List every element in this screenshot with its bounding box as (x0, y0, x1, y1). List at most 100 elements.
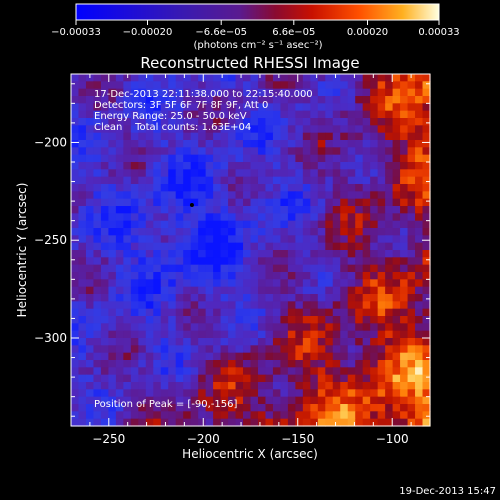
heatmap-cell (130, 140, 139, 148)
heatmap-cell (400, 140, 409, 148)
heatmap-cell (265, 367, 274, 376)
heatmap-cell (257, 88, 267, 97)
heatmap-cell (85, 301, 95, 310)
heatmap-cell (85, 352, 95, 361)
heatmap-cell (228, 257, 237, 266)
heatmap-cell (355, 330, 364, 339)
heatmap-cell (213, 301, 222, 310)
heatmap-cell (78, 301, 87, 310)
heatmap-cell (317, 206, 326, 214)
heatmap-cell (130, 81, 139, 90)
heatmap-cell (302, 404, 311, 412)
heatmap-cell (265, 96, 274, 104)
heatmap-cell (377, 411, 386, 420)
heatmap-cell (295, 396, 304, 405)
heatmap-cell (85, 132, 95, 141)
heatmap-cell (85, 279, 95, 288)
heatmap-cell (130, 389, 139, 398)
heatmap-cell (280, 367, 289, 376)
heatmap-cell (332, 154, 341, 163)
heatmap-cell (205, 411, 214, 420)
heatmap-cell (400, 360, 409, 368)
heatmap-cell (71, 169, 80, 178)
heatmap-cell (422, 235, 431, 244)
heatmap-cell (130, 367, 139, 376)
heatmap-cell (385, 294, 394, 302)
heatmap-cell (175, 228, 184, 236)
heatmap-cell (272, 132, 282, 141)
heatmap-cell (220, 162, 229, 170)
heatmap-cell (190, 118, 199, 126)
heatmap-cell (325, 96, 334, 104)
heatmap-cell (317, 132, 326, 141)
colorbar: −0.00033 −0.00020 −6.6e−05 6.6e−05 0.00020 0.… (51, 3, 460, 51)
heatmap-cell (325, 169, 334, 178)
heatmap-cell (280, 74, 289, 82)
heatmap-cell (362, 279, 371, 288)
heatmap-cell (153, 147, 162, 156)
heatmap-cell (385, 206, 394, 214)
heatmap-cell (400, 206, 409, 214)
heatmap-cell (198, 96, 207, 104)
heatmap-cell (287, 374, 296, 383)
heatmap-cell (250, 418, 259, 427)
heatmap-cell (235, 125, 244, 134)
heatmap-cell (213, 191, 222, 200)
heatmap-cell (250, 345, 259, 354)
heatmap-cell (220, 103, 229, 112)
heatmap-cell (175, 330, 184, 339)
heatmap-cell (340, 360, 349, 368)
heatmap-cell (190, 418, 199, 427)
heatmap-cell (168, 330, 177, 339)
heatmap-cell (310, 125, 319, 134)
heatmap-cell (85, 228, 95, 236)
heatmap-cell (228, 169, 237, 178)
heatmap-cell (355, 96, 364, 104)
heatmap-cell (78, 330, 87, 339)
heatmap-cell (145, 228, 154, 236)
heatmap-cell (108, 125, 117, 134)
heatmap-cell (168, 81, 177, 90)
heatmap-cell (175, 103, 184, 112)
heatmap-cell (407, 338, 416, 346)
heatmap-cell (302, 411, 311, 420)
heatmap-cell (407, 374, 416, 383)
heatmap-cell (310, 132, 319, 141)
heatmap-cell (332, 330, 341, 339)
heatmap-cell (250, 264, 259, 273)
heatmap-cell (175, 198, 184, 207)
heatmap-cell (153, 286, 162, 295)
heatmap-cell (422, 323, 431, 332)
heatmap-cell (317, 140, 326, 148)
heatmap-cell (370, 396, 379, 405)
heatmap-cell (295, 404, 304, 412)
heatmap-cell (332, 184, 341, 192)
heatmap-cell (243, 198, 252, 207)
heatmap-cell (175, 242, 184, 251)
heatmap-cell (362, 316, 371, 324)
heatmap-cell (130, 250, 139, 258)
heatmap-cell (100, 367, 109, 376)
heatmap-cell (287, 184, 296, 192)
heatmap-cell (190, 382, 199, 390)
heatmap-cell (385, 257, 394, 266)
heatmap-cell (168, 191, 177, 200)
heatmap-cell (355, 228, 364, 236)
heatmap-cell (108, 169, 117, 178)
heatmap-cell (243, 176, 252, 185)
heatmap-cell (108, 154, 117, 163)
heatmap-cell (198, 147, 207, 156)
heatmap-cell (183, 88, 192, 97)
heatmap-cell (310, 220, 319, 229)
heatmap-cell (295, 96, 304, 104)
heatmap-cell (355, 198, 364, 207)
heatmap-cell (325, 184, 334, 192)
heatmap-cell (228, 360, 237, 368)
heatmap-cell (295, 257, 304, 266)
heatmap-cell (287, 411, 296, 420)
heatmap-cell (280, 169, 289, 178)
heatmap-cell (257, 301, 267, 310)
heatmap-cell (340, 367, 349, 376)
heatmap-cell (377, 264, 386, 273)
heatmap-cell (302, 367, 311, 376)
